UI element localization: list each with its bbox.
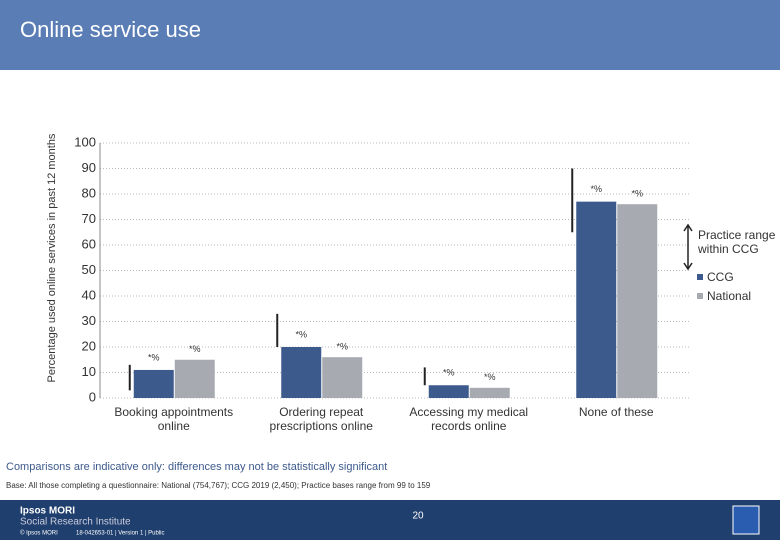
page-number: 20 — [412, 511, 424, 522]
bar — [133, 369, 174, 398]
bar — [469, 387, 510, 398]
copyright: © Ipsos MORI — [20, 530, 58, 537]
note: Comparisons are indicative only: differe… — [6, 461, 387, 473]
y-axis-label: Percentage used online services in past … — [46, 133, 58, 382]
legend-label: Practice range within CCG — [698, 228, 776, 256]
y-tick-label: 70 — [82, 211, 96, 226]
data-label: *% — [590, 184, 602, 194]
institute: Social Research Institute — [20, 517, 131, 528]
y-tick-label: 10 — [82, 364, 96, 379]
x-tick-label: Booking appointments online — [114, 405, 234, 433]
bar — [428, 385, 469, 398]
bar — [281, 347, 322, 398]
y-tick-label: 50 — [82, 262, 96, 277]
data-label: *% — [484, 372, 496, 382]
bar — [322, 357, 363, 398]
job-number: 18-042653-01 | Version 1 | Public — [76, 531, 165, 537]
legend-swatch — [697, 293, 703, 299]
subtitle: Q5. Which of the following general pract… — [20, 82, 623, 98]
data-label: *% — [295, 329, 307, 339]
data-label: *% — [148, 352, 160, 362]
bar — [174, 359, 215, 398]
header-band — [0, 0, 780, 70]
legend-label: CCG — [707, 270, 734, 284]
y-tick-label: 40 — [82, 287, 96, 302]
y-tick-label: 90 — [82, 160, 96, 175]
legend-label: National — [707, 289, 751, 303]
y-tick-label: 100 — [74, 134, 96, 149]
legend-swatch — [697, 274, 703, 280]
data-label: *% — [443, 368, 455, 378]
x-tick-label: Ordering repeat prescriptions online — [269, 405, 373, 433]
y-tick-label: 80 — [82, 185, 96, 200]
bar — [576, 201, 617, 398]
brand: Ipsos MORI — [20, 506, 75, 517]
logo — [732, 505, 760, 535]
title: Online service use — [20, 17, 201, 42]
legend-arrow — [683, 223, 693, 271]
y-tick-label: 60 — [82, 236, 96, 251]
data-label: *% — [189, 344, 201, 354]
x-tick-label: None of these — [578, 405, 654, 419]
x-tick-label: Accessing my medical records online — [409, 405, 529, 433]
bar — [617, 204, 658, 398]
y-tick-label: 30 — [82, 313, 96, 328]
base: Base: All those completing a questionnai… — [6, 481, 431, 490]
data-label: *% — [631, 189, 643, 199]
y-tick-label: 20 — [82, 338, 96, 353]
data-label: *% — [336, 342, 348, 352]
footer-band — [0, 500, 780, 540]
y-tick-label: 0 — [89, 389, 96, 404]
